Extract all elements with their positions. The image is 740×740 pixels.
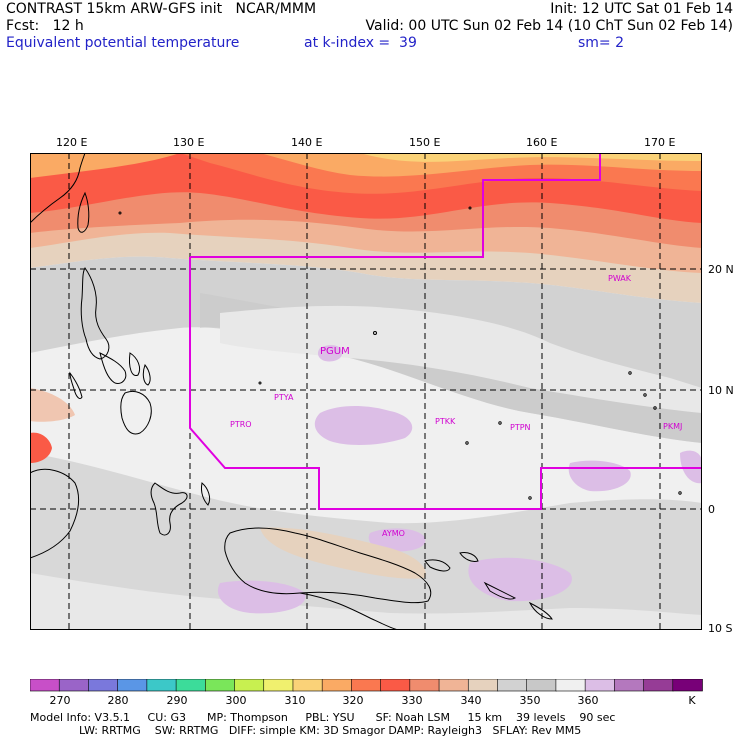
theta-pocket-2 (317, 345, 343, 362)
theta-pocket-5 (217, 580, 306, 614)
theta-band-nw (30, 153, 180, 178)
colorbar-label-340: 340 (460, 694, 482, 707)
field-name: Equivalent potential temperature (6, 35, 240, 51)
theta-pocket-6 (368, 528, 426, 552)
lat-tick-20n: 20 N (708, 263, 734, 276)
lon-tick-150: 150 E (409, 136, 441, 149)
colorbar-swatch (555, 679, 586, 692)
colorbar-swatch (497, 679, 528, 692)
lat-tick-10s: 10 S (708, 622, 733, 635)
colorbar-swatch (30, 679, 61, 692)
station-pgum: PGUM (320, 346, 350, 357)
colorbar-swatch (263, 679, 294, 692)
colorbar-label-310: 310 (284, 694, 306, 707)
lon-tick-130: 130 E (173, 136, 205, 149)
init-time: Init: 12 UTC Sat 01 Feb 14 (550, 1, 733, 17)
station-ptya: PTYA (274, 393, 294, 402)
level-info: at k-index = 39 (304, 35, 417, 51)
colorbar-label-320: 320 (342, 694, 364, 707)
lat-tick-10n: 10 N (708, 384, 734, 397)
theta-spot-warm2 (30, 388, 75, 422)
model-info-line2: LW: RRTMG SW: RRTMG DIFF: simple KM: 3D … (30, 724, 582, 737)
coastlines (30, 153, 682, 630)
station-ptro: PTRO (230, 420, 252, 429)
map-frame (30, 153, 702, 630)
station-labels: PWAK PGUM PTYA PTRO PTKK PTPN PKMJ AYMO (230, 274, 682, 538)
colorbar-swatch (117, 679, 148, 692)
colorbar-swatch (438, 679, 470, 692)
station-ptpn: PTPN (510, 423, 531, 432)
title-left: CONTRAST 15km ARW-GFS init NCAR/MMM (6, 1, 317, 17)
colorbar-swatch (380, 679, 411, 692)
lon-tick-170: 170 E (644, 136, 676, 149)
theta-spot-warm (30, 432, 52, 463)
lat-tick-0: 0 (708, 503, 715, 516)
colorbar-swatch (467, 679, 499, 692)
valid-time: Valid: 00 UTC Sun 02 Feb 14 (10 ChT Sun … (365, 18, 733, 34)
colorbar-label-350: 350 (519, 694, 541, 707)
theta-band-southedge (30, 573, 702, 630)
colorbar-swatch (672, 679, 703, 692)
model-info-line1: Model Info: V3.5.1 CU: G3 MP: Thompson P… (30, 711, 616, 724)
colorbar-swatch (88, 679, 119, 692)
nest-domain-outline (189, 153, 702, 510)
smoothing-info: sm= 2 (578, 35, 625, 51)
colorbar-swatch (58, 679, 90, 692)
theta-band-newguinea (260, 527, 426, 579)
theta-band-light (220, 305, 702, 413)
colorbar-label-290: 290 (166, 694, 188, 707)
theta-band-320 (260, 153, 702, 177)
colorbar-swatch (146, 679, 177, 692)
colorbar-swatch (175, 679, 207, 692)
colorbar (30, 679, 703, 692)
colorbar-label-330: 330 (401, 694, 423, 707)
colorbar-label-300: 300 (225, 694, 247, 707)
colorbar-swatch (205, 679, 236, 692)
colorbar-swatch (643, 679, 674, 692)
colorbar-swatch (526, 679, 557, 692)
colorbar-label-280: 280 (107, 694, 129, 707)
station-aymo: AYMO (382, 529, 405, 538)
theta-pocket-7 (680, 450, 702, 484)
colorbar-swatch (234, 679, 265, 692)
lon-tick-120: 120 E (56, 136, 88, 149)
lon-tick-160: 160 E (526, 136, 558, 149)
lon-tick-140: 140 E (291, 136, 323, 149)
theta-pocket-1 (314, 406, 413, 445)
forecast-hour: Fcst: 12 h (6, 18, 84, 34)
colorbar-label-360: 360 (577, 694, 599, 707)
colorbar-swatch (351, 679, 382, 692)
station-pkmj: PKMJ (663, 422, 682, 431)
colorbar-unit: K (688, 694, 696, 707)
theta-band-315 (360, 153, 702, 162)
station-pwak: PWAK (608, 274, 632, 283)
theta-pocket-4 (468, 557, 572, 602)
equivalent-potential-temperature-map: PWAK PGUM PTYA PTRO PTKK PTPN PKMJ AYMO (30, 153, 702, 630)
colorbar-swatch (614, 679, 645, 692)
colorbar-swatch (584, 679, 616, 692)
colorbar-swatch (409, 679, 440, 692)
colorbar-swatch (321, 679, 353, 692)
colorbar-swatch (292, 679, 323, 692)
colorbar-label-270: 270 (49, 694, 71, 707)
station-ptkk: PTKK (435, 417, 456, 426)
